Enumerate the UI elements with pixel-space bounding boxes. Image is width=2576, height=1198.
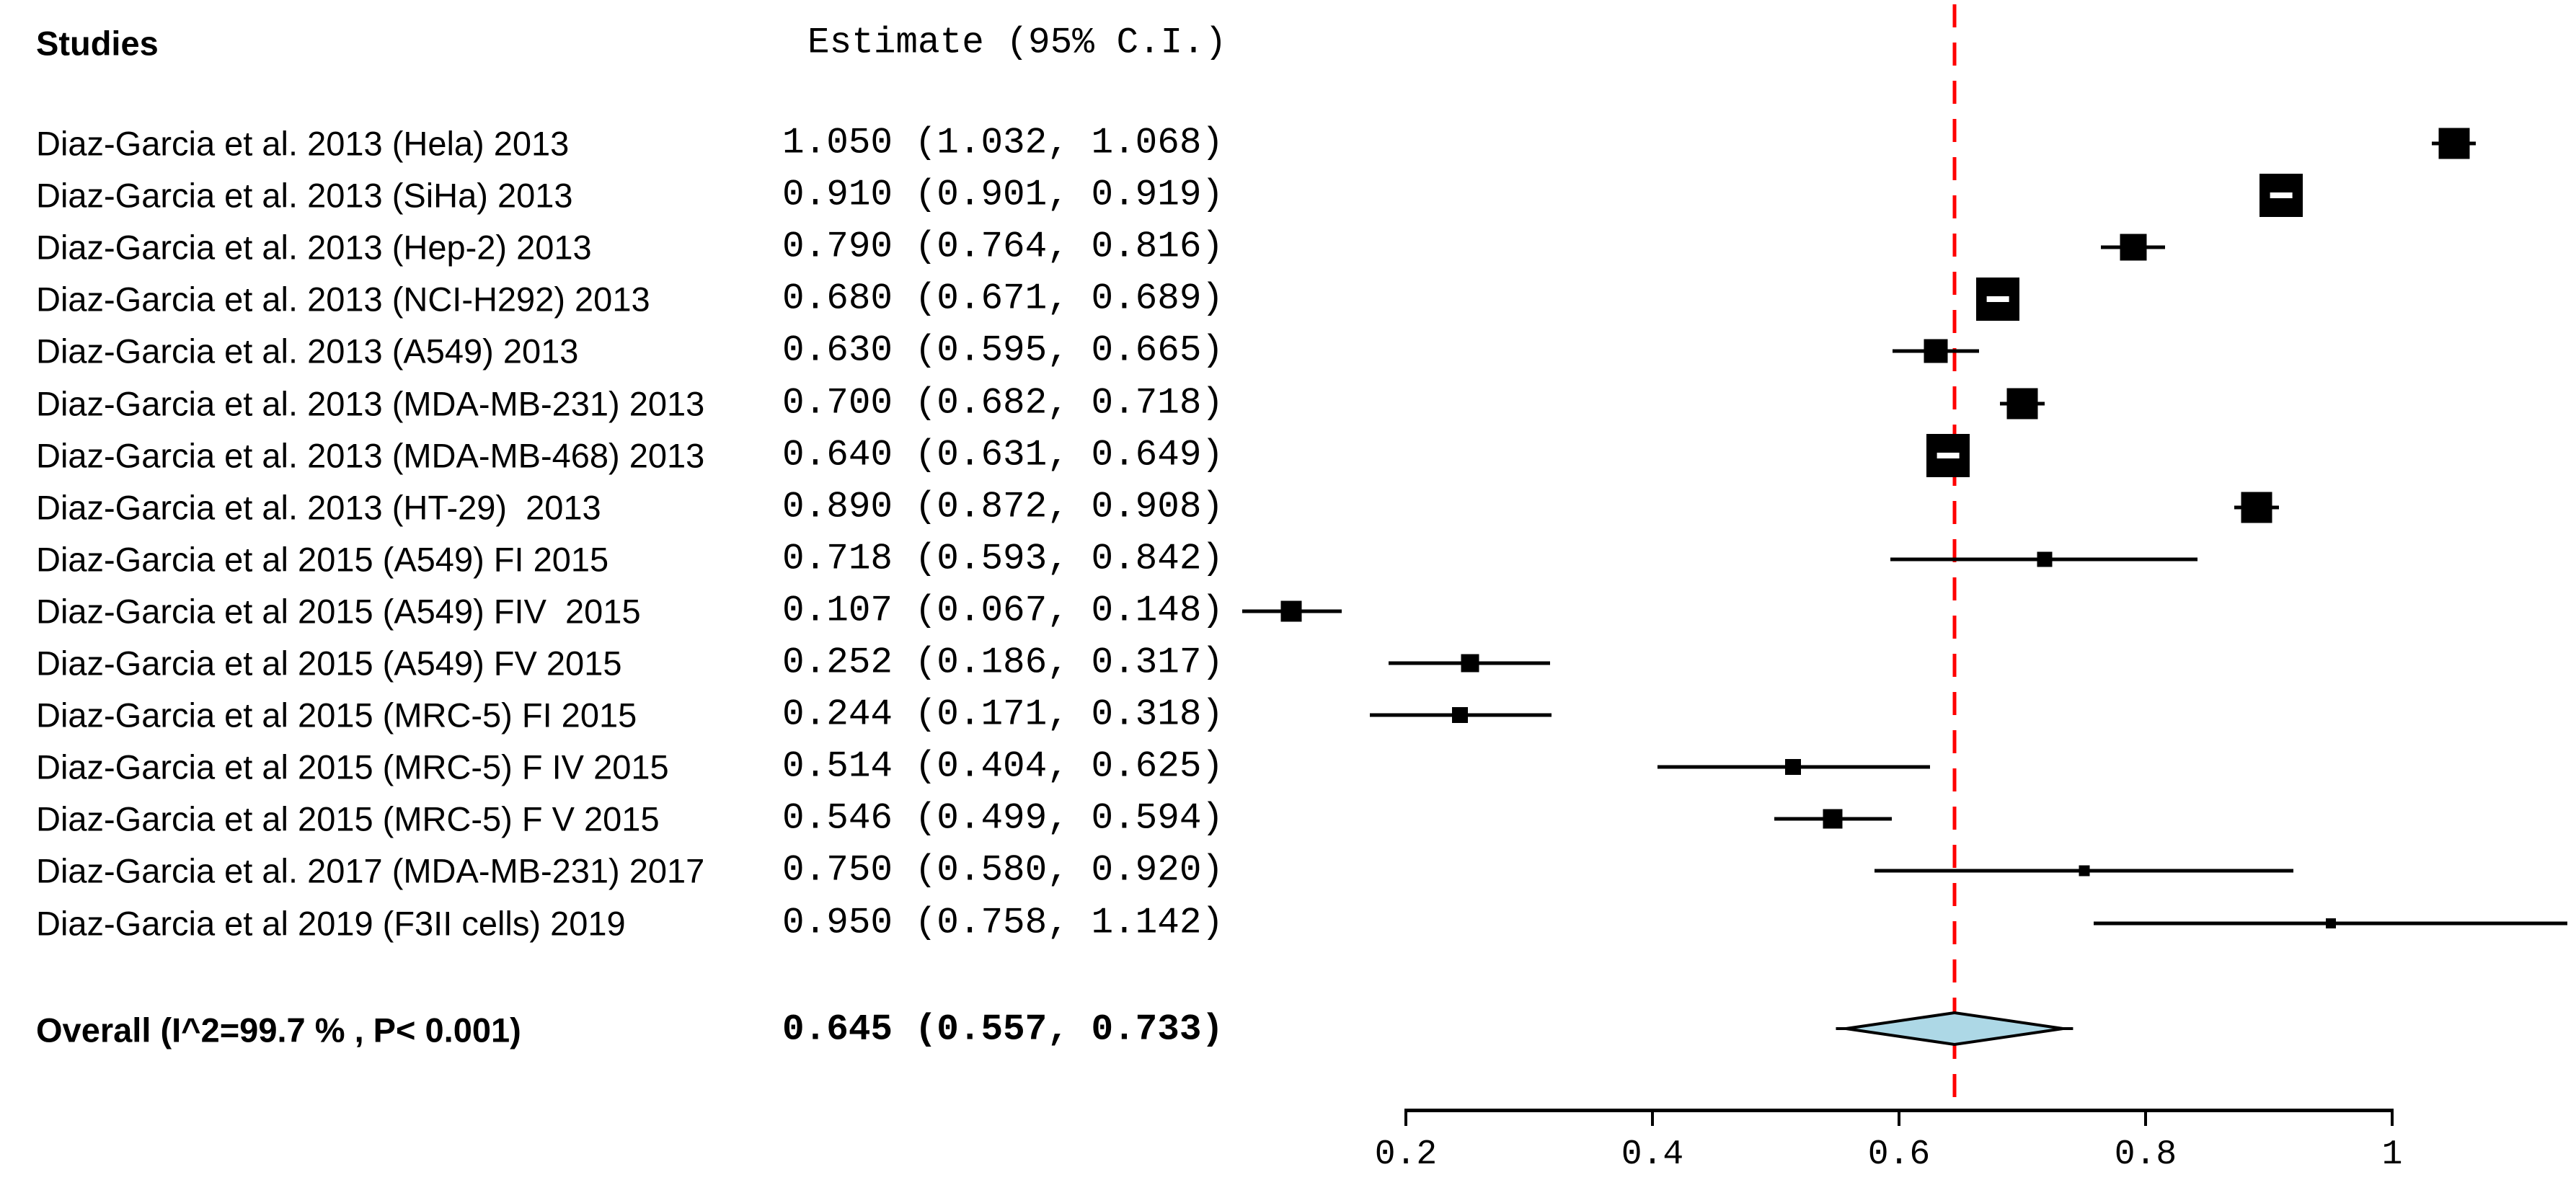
study-label: Diaz-Garcia et al 2015 (A549) FI 2015 bbox=[36, 540, 609, 579]
effect-size-square bbox=[1924, 339, 1948, 363]
x-axis-tick bbox=[2391, 1109, 2394, 1126]
estimate-column-header: Estimate (95% C.I.) bbox=[807, 22, 1227, 64]
effect-size-square bbox=[1452, 707, 1469, 724]
reference-dashed-line bbox=[1952, 4, 1957, 1109]
study-label: Diaz-Garcia et al. 2013 (HT-29) 2013 bbox=[36, 488, 601, 527]
study-estimate: 0.252 (0.186, 0.317) bbox=[782, 642, 1224, 684]
ci-inside-square-dash bbox=[1937, 452, 1960, 458]
study-estimate: 0.244 (0.171, 0.318) bbox=[782, 694, 1224, 736]
study-label: Diaz-Garcia et al 2015 (MRC-5) FI 2015 bbox=[36, 696, 637, 735]
study-estimate: 0.700 (0.682, 0.718) bbox=[782, 383, 1224, 424]
study-label: Diaz-Garcia et al. 2017 (MDA-MB-231) 201… bbox=[36, 851, 705, 890]
study-label: Diaz-Garcia et al 2015 (A549) FV 2015 bbox=[36, 644, 622, 683]
study-estimate: 0.950 (0.758, 1.142) bbox=[782, 902, 1224, 944]
study-label: Diaz-Garcia et al. 2013 (Hela) 2013 bbox=[36, 124, 570, 163]
effect-size-square bbox=[2241, 492, 2272, 523]
x-axis-tick-label: 0.4 bbox=[1621, 1135, 1684, 1174]
effect-size-square bbox=[2325, 918, 2336, 928]
study-estimate: 0.680 (0.671, 0.689) bbox=[782, 278, 1224, 320]
study-label: Diaz-Garcia et al 2015 (MRC-5) F V 2015 bbox=[36, 799, 660, 838]
overall-label: Overall (I^2=99.7 % , P< 0.001) bbox=[36, 1011, 521, 1050]
study-label: Diaz-Garcia et al. 2013 (NCI-H292) 2013 bbox=[36, 280, 650, 319]
study-label: Diaz-Garcia et al. 2013 (MDA-MB-231) 201… bbox=[36, 384, 705, 422]
study-label: Diaz-Garcia et al 2015 (A549) FIV 2015 bbox=[36, 592, 641, 631]
effect-size-square bbox=[2037, 551, 2053, 567]
study-estimate: 0.107 (0.067, 0.148) bbox=[782, 590, 1224, 632]
study-label: Diaz-Garcia et al 2019 (F3II cells) 2019 bbox=[36, 904, 626, 942]
x-axis-tick-label: 0.2 bbox=[1374, 1135, 1438, 1174]
study-estimate: 0.718 (0.593, 0.842) bbox=[782, 538, 1224, 580]
study-estimate: 0.514 (0.404, 0.625) bbox=[782, 746, 1224, 788]
effect-size-square bbox=[1461, 654, 1479, 673]
effect-size-square bbox=[2079, 865, 2089, 877]
ci-inside-square-dash bbox=[1986, 296, 2009, 303]
x-axis-tick bbox=[1898, 1109, 1900, 1126]
study-label: Diaz-Garcia et al 2015 (MRC-5) F IV 2015 bbox=[36, 747, 669, 786]
x-axis-tick-label: 0.6 bbox=[1867, 1135, 1931, 1174]
x-axis-tick bbox=[1404, 1109, 1407, 1126]
study-estimate: 0.790 (0.764, 0.816) bbox=[782, 226, 1224, 268]
study-estimate: 0.890 (0.872, 0.908) bbox=[782, 487, 1224, 528]
effect-size-square bbox=[1975, 278, 2019, 321]
overall-estimate: 0.645 (0.557, 0.733) bbox=[782, 1009, 1224, 1051]
x-axis-tick-label: 1 bbox=[2381, 1135, 2403, 1174]
study-estimate: 0.546 (0.499, 0.594) bbox=[782, 798, 1224, 840]
ci-inside-square-dash bbox=[2270, 192, 2293, 199]
x-axis-tick bbox=[2144, 1109, 2147, 1126]
study-label: Diaz-Garcia et al. 2013 (SiHa) 2013 bbox=[36, 176, 573, 215]
effect-size-square bbox=[1784, 759, 1801, 776]
effect-size-square bbox=[2259, 174, 2303, 218]
study-label: Diaz-Garcia et al. 2013 (A549) 2013 bbox=[36, 332, 579, 371]
effect-size-square bbox=[2438, 128, 2469, 159]
overall-summary-diamond bbox=[1846, 1011, 2063, 1047]
study-estimate: 1.050 (1.032, 1.068) bbox=[782, 123, 1224, 164]
effect-size-square bbox=[1926, 433, 1970, 477]
study-estimate: 0.630 (0.595, 0.665) bbox=[782, 330, 1224, 372]
effect-size-square bbox=[2120, 234, 2147, 261]
effect-size-square bbox=[1280, 600, 1302, 622]
study-label: Diaz-Garcia et al. 2013 (MDA-MB-468) 201… bbox=[36, 436, 705, 475]
effect-size-square bbox=[2006, 388, 2038, 419]
study-estimate: 0.910 (0.901, 0.919) bbox=[782, 174, 1224, 216]
x-axis-tick-label: 0.8 bbox=[2114, 1135, 2177, 1174]
x-axis-tick bbox=[1651, 1109, 1654, 1126]
study-estimate: 0.750 (0.580, 0.920) bbox=[782, 850, 1224, 892]
study-label: Diaz-Garcia et al. 2013 (Hep-2) 2013 bbox=[36, 228, 592, 267]
effect-size-square bbox=[1823, 809, 1843, 829]
study-estimate: 0.640 (0.631, 0.649) bbox=[782, 435, 1224, 476]
studies-column-header: Studies bbox=[36, 24, 159, 63]
